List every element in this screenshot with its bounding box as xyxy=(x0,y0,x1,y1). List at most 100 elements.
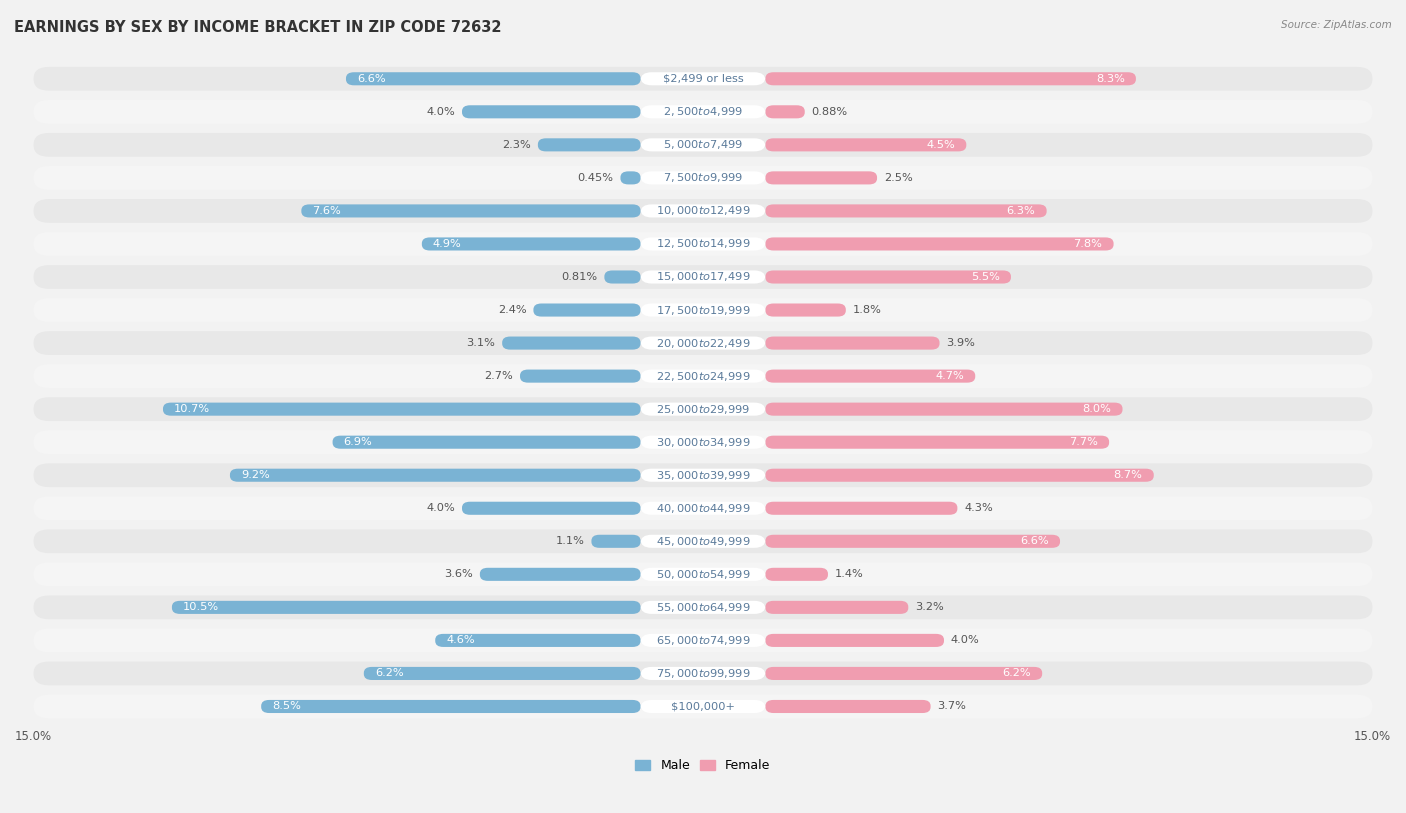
Text: 1.4%: 1.4% xyxy=(835,569,863,580)
Text: 8.0%: 8.0% xyxy=(1083,404,1111,414)
Text: 4.0%: 4.0% xyxy=(950,636,980,646)
FancyBboxPatch shape xyxy=(765,303,846,316)
FancyBboxPatch shape xyxy=(765,468,1154,482)
Text: 8.3%: 8.3% xyxy=(1095,74,1125,84)
FancyBboxPatch shape xyxy=(34,364,1372,388)
Text: $10,000 to $12,499: $10,000 to $12,499 xyxy=(655,204,751,217)
FancyBboxPatch shape xyxy=(605,271,641,284)
Text: $12,500 to $14,999: $12,500 to $14,999 xyxy=(655,237,751,250)
FancyBboxPatch shape xyxy=(34,595,1372,620)
Text: $50,000 to $54,999: $50,000 to $54,999 xyxy=(655,567,751,580)
FancyBboxPatch shape xyxy=(34,232,1372,256)
FancyBboxPatch shape xyxy=(34,529,1372,553)
Text: 6.2%: 6.2% xyxy=(375,668,404,678)
Text: 4.0%: 4.0% xyxy=(426,107,456,117)
FancyBboxPatch shape xyxy=(765,72,1136,85)
FancyBboxPatch shape xyxy=(641,105,765,119)
FancyBboxPatch shape xyxy=(34,497,1372,520)
FancyBboxPatch shape xyxy=(641,535,765,548)
FancyBboxPatch shape xyxy=(34,694,1372,719)
FancyBboxPatch shape xyxy=(422,237,641,250)
FancyBboxPatch shape xyxy=(538,138,641,151)
Text: $15,000 to $17,499: $15,000 to $17,499 xyxy=(655,271,751,284)
FancyBboxPatch shape xyxy=(641,667,765,680)
FancyBboxPatch shape xyxy=(765,667,1042,680)
Text: 0.81%: 0.81% xyxy=(561,272,598,282)
FancyBboxPatch shape xyxy=(765,105,804,119)
FancyBboxPatch shape xyxy=(641,402,765,415)
FancyBboxPatch shape xyxy=(34,298,1372,322)
FancyBboxPatch shape xyxy=(641,370,765,383)
Text: 4.5%: 4.5% xyxy=(927,140,955,150)
FancyBboxPatch shape xyxy=(765,337,939,350)
FancyBboxPatch shape xyxy=(436,634,641,647)
Text: 15.0%: 15.0% xyxy=(15,730,52,743)
FancyBboxPatch shape xyxy=(364,667,641,680)
Text: $5,000 to $7,499: $5,000 to $7,499 xyxy=(664,138,742,151)
FancyBboxPatch shape xyxy=(765,370,976,383)
FancyBboxPatch shape xyxy=(34,199,1372,223)
FancyBboxPatch shape xyxy=(641,237,765,250)
FancyBboxPatch shape xyxy=(641,271,765,284)
FancyBboxPatch shape xyxy=(34,166,1372,189)
Text: 4.7%: 4.7% xyxy=(935,371,965,381)
Text: 3.1%: 3.1% xyxy=(467,338,495,348)
Text: $55,000 to $64,999: $55,000 to $64,999 xyxy=(655,601,751,614)
Legend: Male, Female: Male, Female xyxy=(630,754,776,777)
Text: $45,000 to $49,999: $45,000 to $49,999 xyxy=(655,535,751,548)
FancyBboxPatch shape xyxy=(463,502,641,515)
FancyBboxPatch shape xyxy=(765,172,877,185)
FancyBboxPatch shape xyxy=(641,172,765,185)
Text: $2,500 to $4,999: $2,500 to $4,999 xyxy=(664,106,742,119)
Text: 3.7%: 3.7% xyxy=(938,702,966,711)
Text: 4.6%: 4.6% xyxy=(446,636,475,646)
Text: 9.2%: 9.2% xyxy=(240,470,270,480)
FancyBboxPatch shape xyxy=(765,402,1122,415)
FancyBboxPatch shape xyxy=(34,430,1372,454)
FancyBboxPatch shape xyxy=(34,265,1372,289)
FancyBboxPatch shape xyxy=(34,398,1372,421)
Text: $35,000 to $39,999: $35,000 to $39,999 xyxy=(655,469,751,482)
Text: 7.8%: 7.8% xyxy=(1074,239,1102,249)
FancyBboxPatch shape xyxy=(641,337,765,350)
Text: $40,000 to $44,999: $40,000 to $44,999 xyxy=(655,502,751,515)
Text: 3.2%: 3.2% xyxy=(915,602,943,612)
FancyBboxPatch shape xyxy=(641,204,765,217)
FancyBboxPatch shape xyxy=(262,700,641,713)
Text: 2.4%: 2.4% xyxy=(498,305,527,315)
FancyBboxPatch shape xyxy=(641,601,765,614)
FancyBboxPatch shape xyxy=(641,468,765,482)
FancyBboxPatch shape xyxy=(765,567,828,580)
Text: 0.88%: 0.88% xyxy=(811,107,848,117)
FancyBboxPatch shape xyxy=(765,271,1011,284)
FancyBboxPatch shape xyxy=(765,436,1109,449)
Text: 6.3%: 6.3% xyxy=(1007,206,1035,216)
Text: $25,000 to $29,999: $25,000 to $29,999 xyxy=(655,402,751,415)
FancyBboxPatch shape xyxy=(641,303,765,316)
FancyBboxPatch shape xyxy=(592,535,641,548)
FancyBboxPatch shape xyxy=(479,567,641,580)
FancyBboxPatch shape xyxy=(620,172,641,185)
Text: $17,500 to $19,999: $17,500 to $19,999 xyxy=(655,303,751,316)
Text: 8.7%: 8.7% xyxy=(1114,470,1143,480)
FancyBboxPatch shape xyxy=(172,601,641,614)
FancyBboxPatch shape xyxy=(765,634,943,647)
FancyBboxPatch shape xyxy=(34,463,1372,487)
FancyBboxPatch shape xyxy=(641,436,765,449)
Text: 6.9%: 6.9% xyxy=(343,437,373,447)
Text: EARNINGS BY SEX BY INCOME BRACKET IN ZIP CODE 72632: EARNINGS BY SEX BY INCOME BRACKET IN ZIP… xyxy=(14,20,502,35)
FancyBboxPatch shape xyxy=(346,72,641,85)
Text: 2.3%: 2.3% xyxy=(502,140,531,150)
Text: 4.9%: 4.9% xyxy=(433,239,461,249)
Text: 6.6%: 6.6% xyxy=(357,74,385,84)
Text: $100,000+: $100,000+ xyxy=(671,702,735,711)
Text: 6.6%: 6.6% xyxy=(1021,537,1049,546)
FancyBboxPatch shape xyxy=(463,105,641,119)
Text: 3.9%: 3.9% xyxy=(946,338,976,348)
FancyBboxPatch shape xyxy=(301,204,641,217)
FancyBboxPatch shape xyxy=(641,502,765,515)
FancyBboxPatch shape xyxy=(520,370,641,383)
Text: 5.5%: 5.5% xyxy=(972,272,1000,282)
Text: 4.3%: 4.3% xyxy=(965,503,993,513)
FancyBboxPatch shape xyxy=(765,502,957,515)
